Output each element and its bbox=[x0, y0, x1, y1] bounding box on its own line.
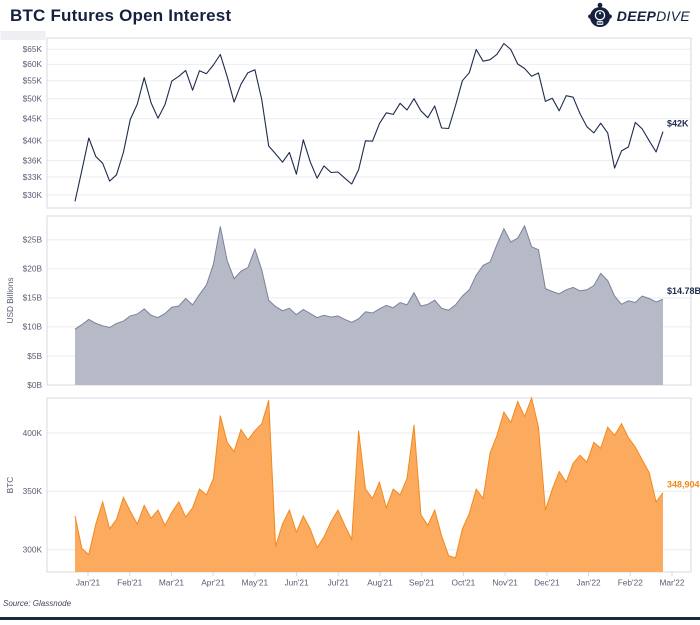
y-tick-label: $20B bbox=[23, 264, 43, 274]
y-tick-label: $60K bbox=[23, 59, 43, 69]
x-tick-label: Jan'22 bbox=[576, 578, 601, 588]
y-tick-label: $65K bbox=[23, 44, 43, 54]
y-tick-label: $0B bbox=[27, 380, 42, 390]
y-axis-title: USD Billions bbox=[5, 277, 15, 323]
y-tick-label: $50K bbox=[23, 94, 43, 104]
y-tick-label: $36K bbox=[23, 155, 43, 165]
x-tick-label: Sep'21 bbox=[409, 578, 435, 588]
futures-oi-usd-annotation: $14.78B bbox=[667, 286, 700, 296]
y-axis-title: BTC bbox=[5, 477, 15, 494]
logo-wordmark: DEEPDIVE bbox=[617, 8, 690, 24]
header: BTC Futures Open Interest DEEPDIVE bbox=[0, 0, 700, 31]
btc-price-line[interactable] bbox=[74, 42, 664, 202]
x-tick-label: Nov'21 bbox=[492, 578, 518, 588]
y-tick-label: $25B bbox=[23, 235, 43, 245]
x-tick-label: Jun'21 bbox=[284, 578, 309, 588]
bottom-rule bbox=[0, 617, 700, 620]
futures-oi-usd-panel: $25B $20B $15B $10B $5B $0B USD Billions $14.78… bbox=[5, 215, 700, 390]
y-tick-label: 400K bbox=[23, 428, 43, 438]
x-tick-label: Feb'22 bbox=[618, 578, 643, 588]
y-tick-label: 350K bbox=[23, 486, 43, 496]
y-tick-label: $5B bbox=[27, 351, 42, 361]
futures-oi-btc-panel: 400K 350K 300K BTC 348,904 bbox=[5, 396, 700, 573]
y-tick-label: $30K bbox=[23, 190, 43, 200]
x-tick-label: Oct'21 bbox=[452, 578, 476, 588]
x-tick-label: Mar'21 bbox=[159, 578, 184, 588]
btc-price-plot-area[interactable] bbox=[46, 37, 692, 209]
source-note: Source: Glassnode bbox=[3, 599, 72, 608]
x-tick-label: Jul'21 bbox=[328, 578, 350, 588]
x-tick-label: May'21 bbox=[242, 578, 269, 588]
btc-price-panel: $65K $60K $55K $50K $45K $40K $36K $33K $30K $42K bbox=[23, 37, 692, 209]
futures-oi-btc-outline bbox=[74, 396, 664, 559]
x-tick-label: Dec'21 bbox=[534, 578, 560, 588]
futures-oi-btc-annotation: 348,904 bbox=[667, 480, 700, 490]
y-tick-label: $10B bbox=[23, 322, 43, 332]
x-tick-label: Aug'21 bbox=[367, 578, 393, 588]
y-tick-label: 300K bbox=[23, 545, 43, 555]
futures-oi-usd-outline bbox=[74, 224, 664, 330]
x-tick-label: Apr'21 bbox=[201, 578, 225, 588]
futures-oi-btc-area[interactable] bbox=[75, 398, 663, 572]
y-tick-label: $45K bbox=[23, 113, 43, 123]
x-tick-label: Jan'21 bbox=[76, 578, 101, 588]
x-axis: Jan'21 Feb'21 Mar'21 Apr'21 May'21 Jun'21 Jul'… bbox=[76, 572, 685, 588]
deepdive-logo: DEEPDIVE bbox=[587, 2, 690, 29]
logo-dive: DIVE bbox=[656, 7, 690, 24]
x-tick-label: Mar'22 bbox=[659, 578, 684, 588]
diver-helmet-icon bbox=[587, 2, 612, 27]
corner-cell bbox=[0, 31, 46, 40]
btc-price-annotation: $42K bbox=[667, 119, 689, 129]
page-title: BTC Futures Open Interest bbox=[10, 5, 232, 25]
y-tick-label: $33K bbox=[23, 172, 43, 182]
x-tick-label: Feb'21 bbox=[117, 578, 142, 588]
y-tick-label: $15B bbox=[23, 293, 43, 303]
y-tick-label: $40K bbox=[23, 136, 43, 146]
logo-deep: DEEP bbox=[616, 7, 657, 24]
futures-oi-usd-area[interactable] bbox=[75, 225, 663, 385]
y-tick-label: $55K bbox=[23, 76, 43, 86]
